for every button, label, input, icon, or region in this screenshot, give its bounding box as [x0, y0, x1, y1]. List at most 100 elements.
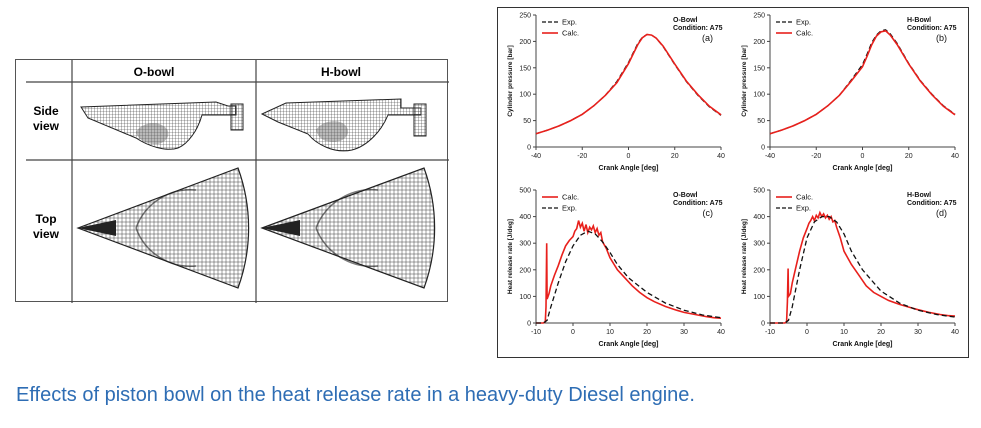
legend-label: Exp.	[562, 204, 577, 213]
legend-label: Calc.	[562, 29, 579, 38]
x-tick-label: -10	[531, 329, 541, 336]
y-tick-label: 150	[753, 65, 765, 72]
x-tick-label: 20	[877, 329, 885, 336]
y-tick-label: 50	[757, 118, 765, 125]
y-tick-label: 200	[753, 267, 765, 274]
y-tick-label: 200	[519, 39, 531, 46]
y-tick-label: 300	[519, 241, 531, 248]
y-tick-label: 500	[519, 188, 531, 195]
panel-title-line: H-Bowl	[907, 192, 931, 199]
panel-title-line: Condition: A75	[907, 200, 957, 207]
x-tick-label: 20	[643, 329, 651, 336]
series-line-calc	[535, 33, 722, 135]
panel-label: (d)	[936, 208, 947, 218]
y-axis-label: Cylinder pressure [bar]	[507, 45, 514, 117]
row-header-side-line2: view	[33, 119, 60, 133]
series-line-exp	[535, 33, 722, 135]
y-tick-label: 0	[761, 145, 765, 152]
y-tick-label: 250	[519, 13, 531, 20]
mesh-comparison-table: O-bowl H-bowl Side view Top view	[15, 59, 449, 303]
x-tick-label: 30	[914, 329, 922, 336]
y-tick-label: 100	[753, 294, 765, 301]
panel-label: (a)	[702, 33, 713, 43]
y-tick-label: 250	[753, 13, 765, 20]
x-axis-label: Crank Angle [deg]	[832, 165, 892, 172]
y-tick-label: 0	[761, 321, 765, 328]
mesh-table-graphic: O-bowl H-bowl Side view Top view	[26, 60, 449, 303]
x-tick-label: 40	[717, 329, 725, 336]
chart-panel-a: 0 50 100 150 200 250 -40 -20 0 20 40 Crank Angle [d…	[507, 13, 725, 173]
legend-label: Calc.	[796, 29, 813, 38]
x-tick-label: -20	[811, 153, 821, 160]
panel-label: (b)	[936, 33, 947, 43]
panel-title-line: O-Bowl	[673, 192, 698, 199]
x-tick-label: 0	[571, 329, 575, 336]
col-header-h-bowl: H-bowl	[321, 65, 361, 79]
y-axis-label: Cylinder pressure [bar]	[741, 45, 748, 117]
y-tick-label: 50	[523, 118, 531, 125]
row-header-side-line1: Side	[33, 104, 59, 118]
y-tick-label: 200	[753, 39, 765, 46]
x-tick-label: 0	[861, 153, 865, 160]
x-tick-label: 30	[680, 329, 688, 336]
legend-label: Calc.	[796, 193, 813, 202]
y-tick-label: 500	[753, 188, 765, 195]
panel-title-line: Condition: A75	[673, 25, 723, 32]
o-bowl-side-view-mesh	[80, 101, 244, 150]
y-tick-label: 200	[519, 267, 531, 274]
x-tick-label: -40	[765, 153, 775, 160]
row-header-top-line2: view	[33, 227, 60, 241]
y-tick-label: 300	[753, 241, 765, 248]
chart-panel-b: 0 50 100 150 200 250 -40 -20 0 20 40 Crank Angle [d…	[741, 13, 959, 173]
figure-caption: Effects of piston bowl on the heat relea…	[16, 384, 695, 406]
legend-label: Exp.	[562, 18, 577, 27]
plot-panel-group: 0 50 100 150 200 250 -40 -20 0 20 40 Crank Angle [d…	[497, 7, 969, 358]
y-axis-label: Heat release rate [J/deg]	[507, 219, 514, 294]
y-tick-label: 100	[519, 92, 531, 99]
panel-title-line: Condition: A75	[907, 25, 957, 32]
o-bowl-top-view-mesh	[76, 167, 250, 289]
legend-label: Exp.	[796, 204, 811, 213]
panel-title-line: H-Bowl	[907, 17, 931, 24]
panel-label: (c)	[703, 208, 714, 218]
h-bowl-side-view-mesh	[260, 98, 427, 152]
x-tick-label: 10	[840, 329, 848, 336]
y-tick-label: 400	[753, 214, 765, 221]
y-axis-label: Heat release rate [J/deg]	[741, 219, 748, 294]
panel-title-line: Condition: A75	[673, 200, 723, 207]
x-tick-label: 20	[671, 153, 679, 160]
y-tick-label: 0	[527, 145, 531, 152]
x-tick-label: -40	[531, 153, 541, 160]
x-tick-label: -20	[577, 153, 587, 160]
x-axis-label: Crank Angle [deg]	[598, 341, 658, 348]
y-tick-label: 0	[527, 321, 531, 328]
series-line-exp	[769, 29, 956, 135]
h-bowl-top-view-mesh	[260, 167, 436, 289]
row-header-top-line1: Top	[35, 212, 56, 226]
x-tick-label: 20	[905, 153, 913, 160]
y-tick-label: 100	[753, 92, 765, 99]
series-line-exp	[536, 230, 722, 324]
col-header-o-bowl: O-bowl	[134, 65, 175, 79]
x-tick-label: 0	[627, 153, 631, 160]
x-axis-label: Crank Angle [deg]	[832, 341, 892, 348]
series-line-calc	[770, 210, 956, 324]
y-tick-label: 400	[519, 214, 531, 221]
series-line-calc	[769, 29, 956, 135]
x-tick-label: 40	[951, 329, 959, 336]
x-tick-label: 10	[606, 329, 614, 336]
x-tick-label: -10	[765, 329, 775, 336]
x-axis-label: Crank Angle [deg]	[598, 165, 658, 172]
x-tick-label: 40	[951, 153, 959, 160]
series-line-calc	[536, 220, 722, 324]
x-tick-label: 0	[805, 329, 809, 336]
legend-label: Exp.	[796, 18, 811, 27]
panel-title-line: O-Bowl	[673, 17, 698, 24]
series-line-exp	[770, 215, 956, 324]
x-tick-label: 40	[717, 153, 725, 160]
y-tick-label: 150	[519, 65, 531, 72]
legend-label: Calc.	[562, 193, 579, 202]
